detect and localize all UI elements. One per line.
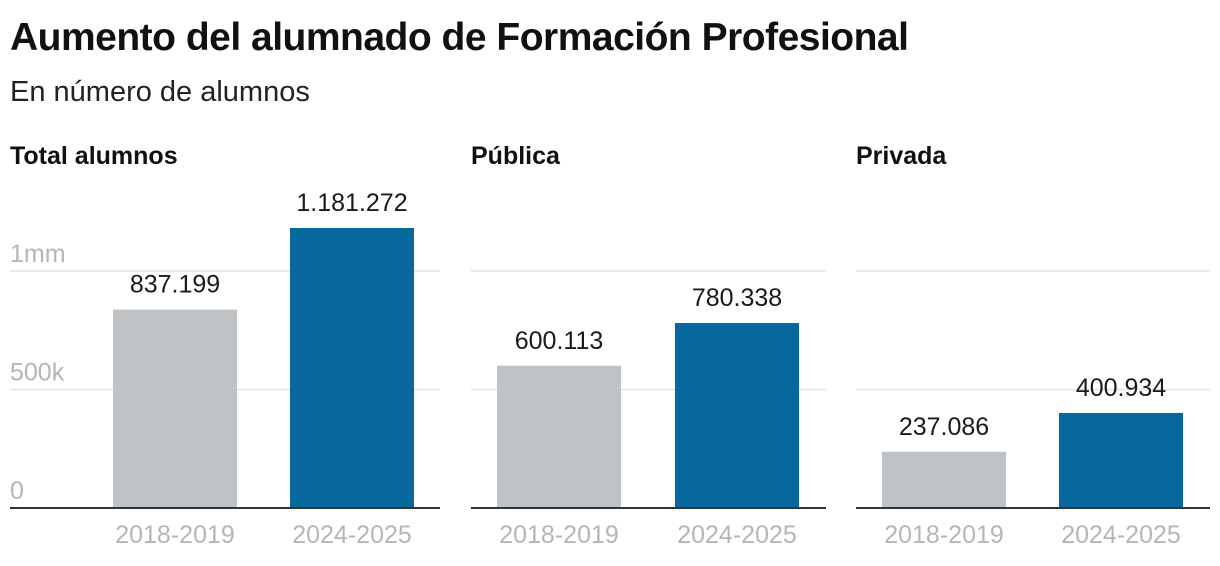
x-tick-label: 2024-2025 [292, 521, 412, 549]
bar [882, 451, 1006, 508]
bar [113, 309, 237, 508]
x-tick-label: 2024-2025 [1061, 521, 1181, 549]
x-tick-label: 2024-2025 [677, 521, 797, 549]
data-label: 1.181.272 [296, 189, 407, 217]
panel-title-privada: Privada [856, 142, 947, 170]
data-label: 780.338 [692, 284, 782, 312]
x-tick-label: 2018-2019 [115, 521, 235, 549]
panel-title-publica: Pública [471, 142, 560, 170]
bar [290, 228, 414, 508]
chart-title: Aumento del alumnado de Formación Profes… [10, 16, 909, 59]
y-tick-label: 0 [10, 477, 24, 505]
data-label: 400.934 [1076, 374, 1166, 402]
x-tick-label: 2018-2019 [884, 521, 1004, 549]
panel-publica: Pública 600.113 2018-2019 780.338 2024-2025 [471, 0, 841, 566]
chart-publica: 600.113 2018-2019 780.338 2024-2025 [471, 270, 826, 549]
chart-subtitle: En número de alumnos [10, 76, 310, 108]
data-label: 237.086 [899, 413, 989, 441]
panel-title-total: Total alumnos [10, 142, 178, 170]
y-tick-label: 1mm [10, 240, 66, 268]
bar [1059, 412, 1183, 508]
panel-total: Total alumnos 0 500k 1mm 837.199 2018-2019 1.… [10, 0, 440, 566]
y-tick-label: 500k [10, 358, 65, 386]
data-label: 837.199 [130, 271, 220, 299]
chart-privada: 237.086 2018-2019 400.934 2024-2025 [856, 270, 1210, 549]
chart-total: 0 500k 1mm 837.199 2018-2019 1.181.272 2024-20… [10, 189, 440, 549]
panel-privada: Privada 237.086 2018-2019 400.934 2024-2025 [856, 0, 1220, 566]
x-tick-label: 2018-2019 [499, 521, 619, 549]
bar [497, 365, 621, 508]
data-label: 600.113 [515, 327, 604, 355]
bar [675, 323, 799, 508]
